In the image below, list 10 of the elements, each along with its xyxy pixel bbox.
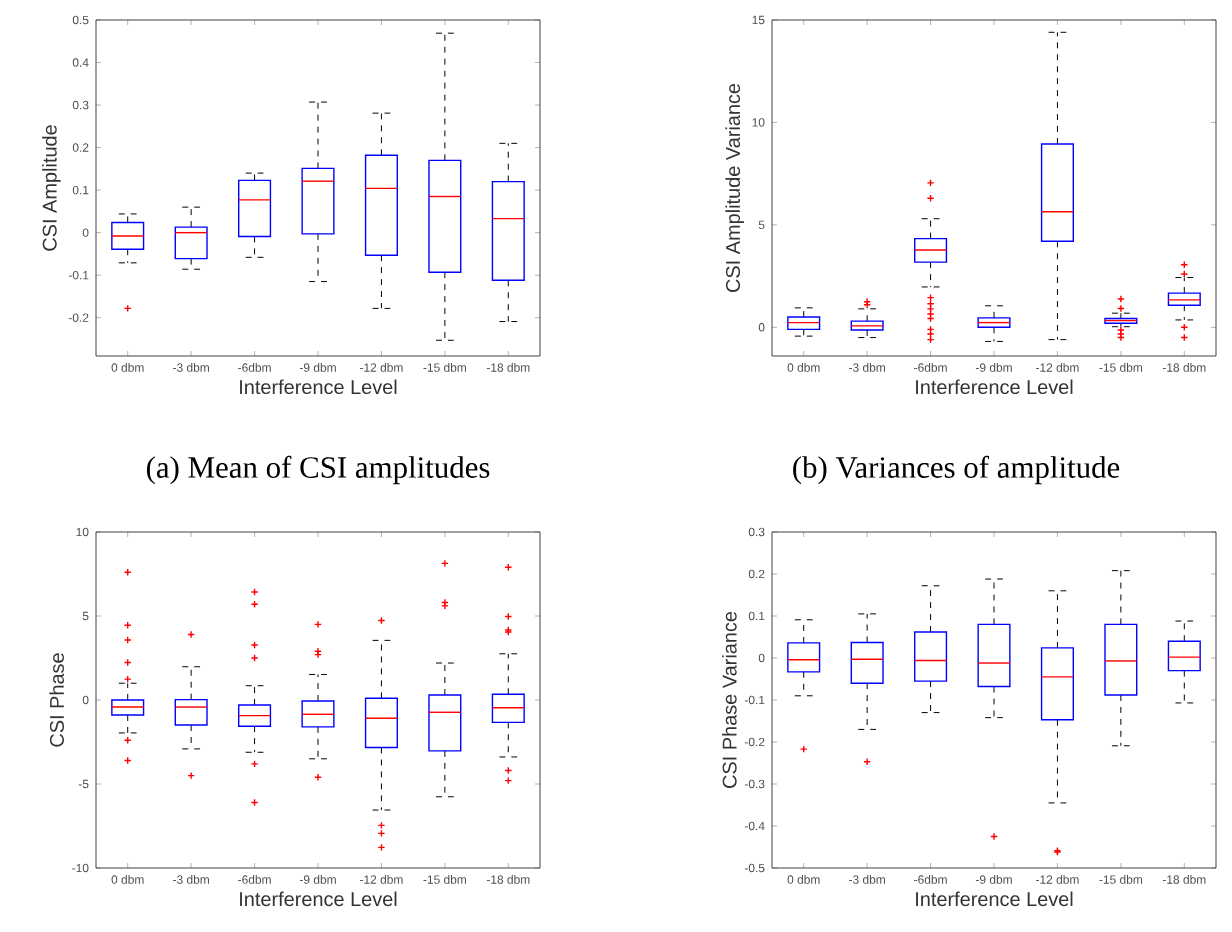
y-axis-title: CSI Phase Variance: [722, 611, 737, 788]
y-axis-title: CSI Phase: [49, 653, 64, 747]
x-axis-title: Interference Level: [240, 891, 397, 907]
x-axis-title: Interference Level: [916, 891, 1073, 907]
text: (a) Mean of CSI amplitudes: [146, 455, 490, 485]
x-axis-title: Interference Level: [916, 379, 1073, 395]
x-axis-title: Interference Level: [240, 379, 397, 395]
y-axis-title: CSI Amplitude: [42, 125, 61, 251]
text: (b) Variances of amplitude: [793, 455, 1120, 485]
y-axis-title: CSI Amplitude Variance: [725, 83, 744, 293]
